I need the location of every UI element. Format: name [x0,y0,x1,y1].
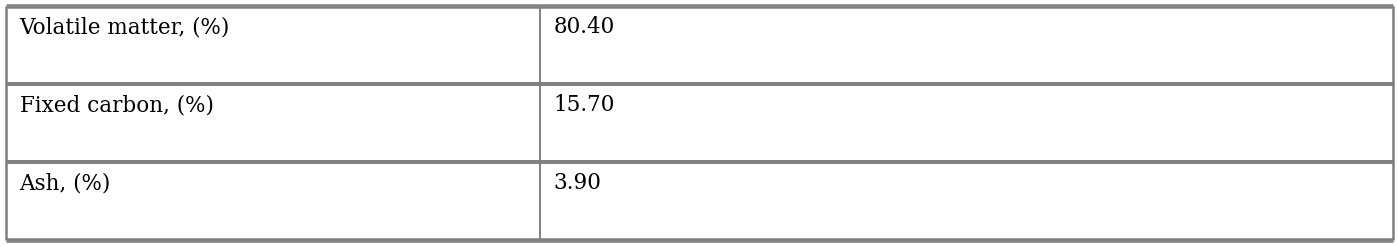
Text: Fixed carbon, (%): Fixed carbon, (%) [20,94,214,116]
Text: Ash, (%): Ash, (%) [20,172,110,194]
Text: 15.70: 15.70 [553,94,615,116]
Text: 80.40: 80.40 [553,16,615,38]
Text: Volatile matter, (%): Volatile matter, (%) [20,16,231,38]
Text: 3.90: 3.90 [553,172,602,194]
